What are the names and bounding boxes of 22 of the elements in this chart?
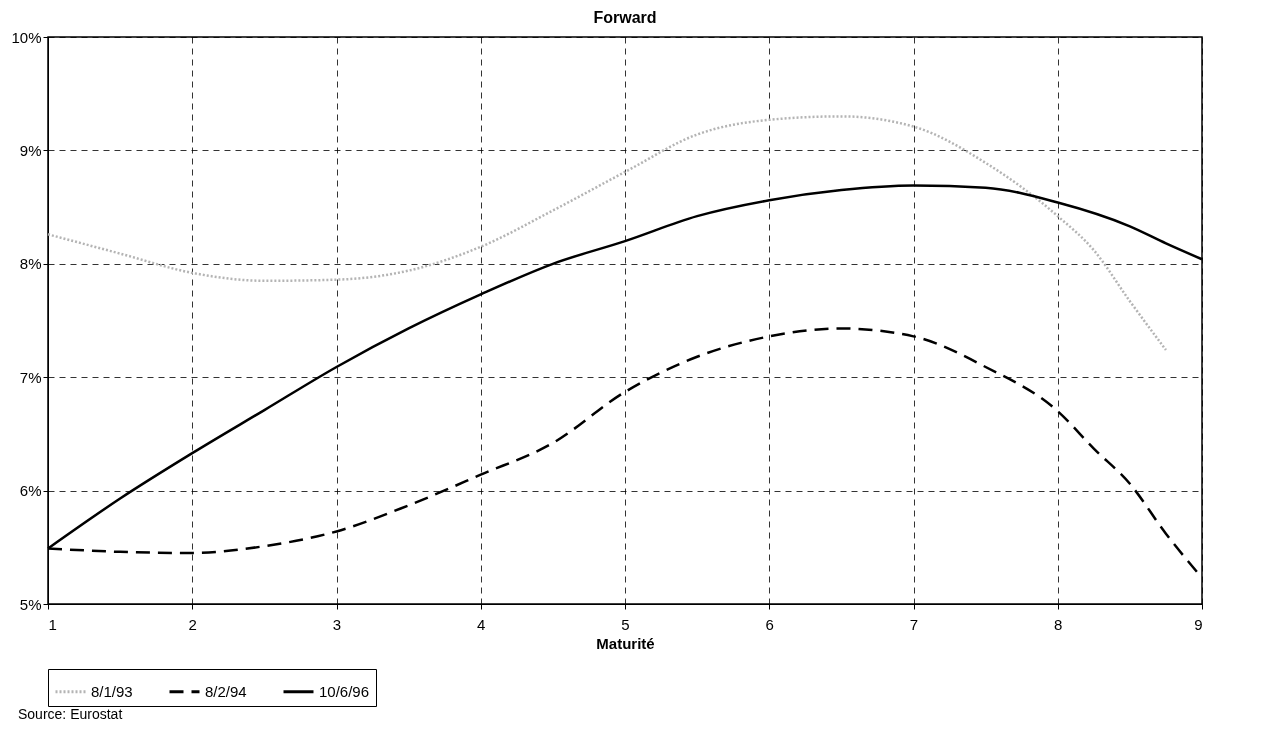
legend-label: 8/1/93 xyxy=(91,682,133,700)
x-tick-label: 3 xyxy=(332,615,342,633)
x-tick-label: 4 xyxy=(477,615,486,633)
x-tick-label: 7 xyxy=(909,615,919,633)
x-axis-title: Maturité xyxy=(596,634,655,652)
y-tick-label: 6% xyxy=(19,482,42,500)
source-note: Source: Eurostat xyxy=(18,706,123,722)
x-tick-label: 6 xyxy=(765,615,774,633)
chart-title: Forward xyxy=(593,9,657,26)
y-tick-label: 8% xyxy=(19,255,42,273)
legend-label: 8/2/94 xyxy=(205,682,247,700)
y-tick-label: 5% xyxy=(19,595,42,613)
y-tick-label: 9% xyxy=(19,141,42,159)
legend-label: 10/6/96 xyxy=(319,682,370,700)
x-tick-label: 1 xyxy=(48,615,57,633)
x-tick-label: 2 xyxy=(188,615,197,633)
y-tick-label: 7% xyxy=(19,368,42,386)
x-tick-label: 5 xyxy=(621,615,630,633)
line-series xyxy=(46,115,1168,352)
x-tick-label: 9 xyxy=(1194,615,1203,633)
y-tick-label: 10% xyxy=(11,28,42,46)
x-tick-label: 8 xyxy=(1054,615,1063,633)
